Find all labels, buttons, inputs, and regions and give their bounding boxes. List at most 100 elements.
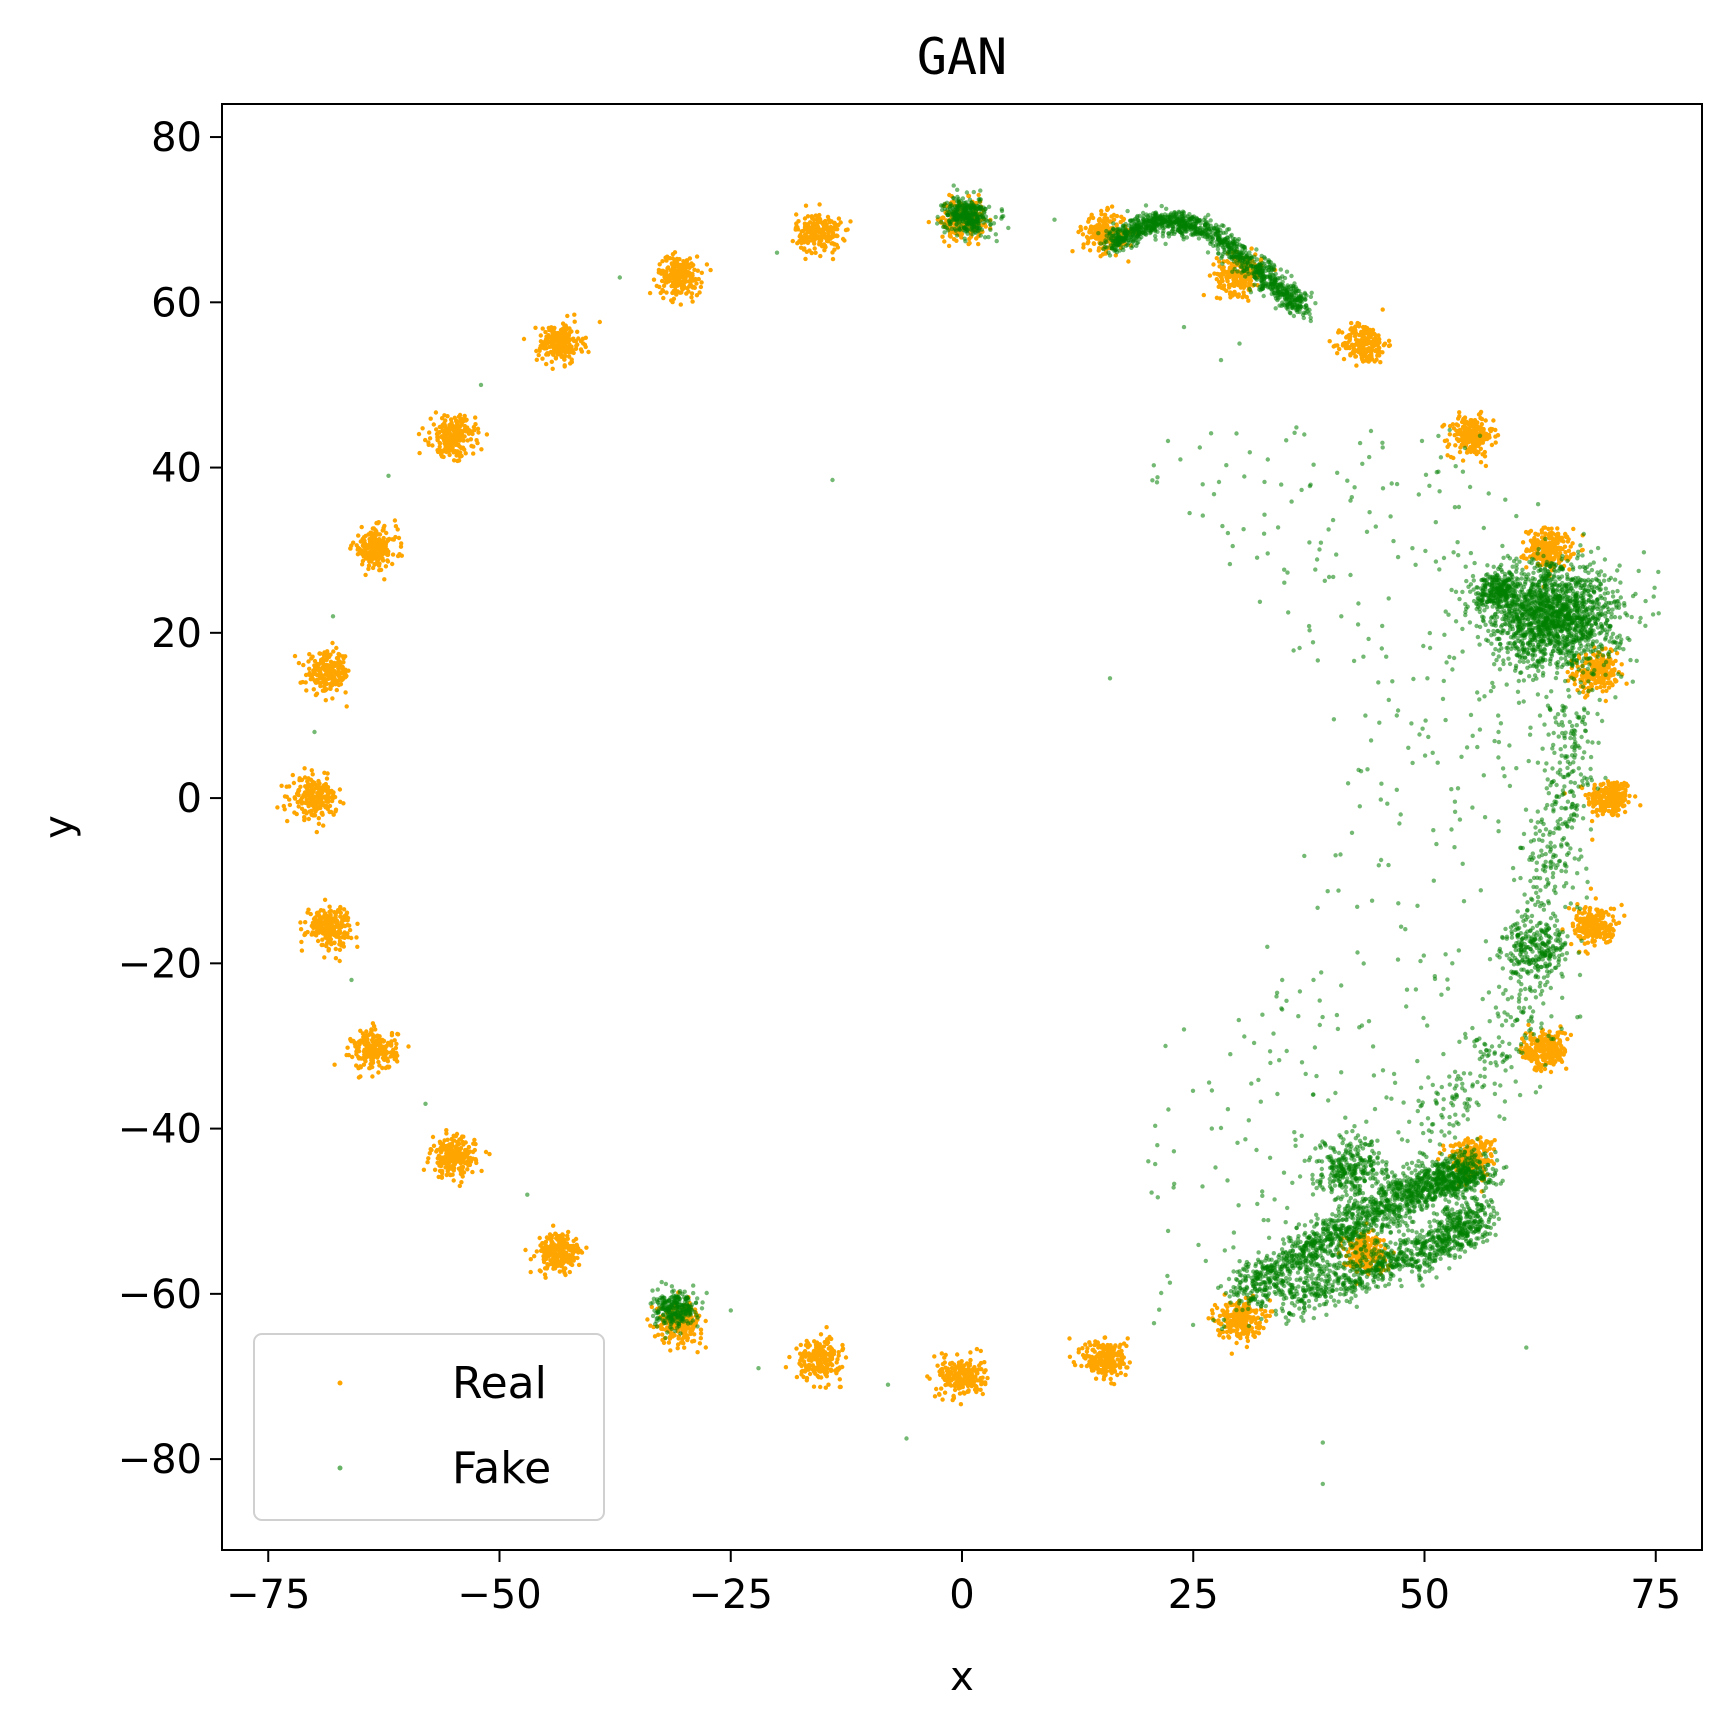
real-point <box>377 538 383 543</box>
real-point <box>572 319 577 324</box>
real-point <box>534 357 539 362</box>
real-point <box>314 677 320 682</box>
real-point <box>575 329 580 334</box>
real-point <box>970 1376 976 1382</box>
real-point <box>1474 451 1479 457</box>
real-point <box>1085 241 1090 246</box>
real-point <box>1607 788 1612 793</box>
real-point <box>1224 288 1229 293</box>
real-point <box>330 696 335 701</box>
real-point <box>318 660 323 666</box>
real-point <box>1248 278 1254 283</box>
real-point <box>1211 262 1216 267</box>
real-point <box>835 233 840 239</box>
real-point <box>398 544 404 549</box>
real-point <box>307 666 312 671</box>
real-point <box>704 262 710 267</box>
real-point <box>1241 280 1246 285</box>
real-point <box>1561 539 1566 544</box>
real-point <box>576 1250 581 1255</box>
real-point <box>1479 422 1485 427</box>
real-point <box>1363 325 1368 330</box>
real-point <box>1623 787 1628 792</box>
real-point <box>1549 526 1554 531</box>
real-point <box>834 242 839 248</box>
real-point <box>659 1326 664 1332</box>
real-point <box>1620 804 1626 809</box>
real-point <box>1109 1381 1114 1386</box>
real-point <box>1368 348 1373 353</box>
real-point <box>1614 651 1620 656</box>
real-point <box>427 1151 432 1156</box>
real-point <box>316 805 321 811</box>
real-point <box>460 1134 465 1139</box>
real-point <box>321 908 326 913</box>
real-point <box>968 1350 973 1355</box>
real-point <box>1612 797 1618 802</box>
real-point <box>1579 548 1584 553</box>
real-point <box>1451 426 1457 431</box>
real-point <box>1347 345 1352 351</box>
real-point <box>479 1168 484 1174</box>
real-point <box>1572 682 1578 687</box>
real-point <box>479 447 484 452</box>
real-point <box>1367 356 1372 361</box>
real-point <box>954 238 959 243</box>
real-point <box>837 1365 842 1370</box>
real-point <box>320 937 325 942</box>
real-point <box>1601 678 1606 683</box>
real-point <box>569 357 574 362</box>
real-point <box>341 907 347 912</box>
real-point <box>382 577 387 582</box>
real-point <box>473 1141 478 1147</box>
real-point <box>1217 296 1223 301</box>
real-point <box>322 688 327 693</box>
real-point <box>1241 290 1246 295</box>
real-point <box>668 1348 673 1353</box>
real-point <box>306 816 311 822</box>
real-point <box>364 1029 369 1034</box>
real-point <box>544 334 549 339</box>
real-point <box>560 321 566 326</box>
real-point <box>1552 537 1557 542</box>
real-point <box>455 1142 460 1147</box>
real-point <box>322 955 327 960</box>
real-point <box>1619 662 1624 667</box>
real-point <box>699 280 704 285</box>
real-point <box>1240 295 1245 300</box>
real-point <box>576 336 581 341</box>
real-point <box>696 276 701 282</box>
real-point <box>443 444 449 449</box>
real-point <box>1473 444 1478 450</box>
real-point <box>799 1363 804 1369</box>
real-point <box>836 1353 841 1358</box>
real-point <box>324 776 330 781</box>
real-point <box>528 1269 533 1275</box>
real-point <box>447 1172 453 1177</box>
real-point <box>390 537 395 542</box>
real-point <box>1462 427 1467 432</box>
real-point <box>684 291 689 296</box>
real-point <box>1378 360 1383 365</box>
real-point <box>1361 334 1367 339</box>
real-point <box>828 226 834 231</box>
real-point <box>1201 292 1207 298</box>
real-point <box>323 781 328 787</box>
real-point <box>1603 801 1608 806</box>
real-point <box>447 452 452 458</box>
real-point <box>1360 347 1366 352</box>
real-point <box>426 1156 431 1161</box>
real-point <box>645 1317 650 1322</box>
real-point <box>542 1272 548 1277</box>
real-point <box>699 270 704 275</box>
real-point <box>371 536 377 541</box>
real-point <box>1591 792 1597 797</box>
real-point <box>359 551 364 556</box>
real-point <box>540 1245 545 1250</box>
real-point <box>1563 531 1568 537</box>
real-point <box>461 1142 466 1147</box>
real-point <box>296 660 302 666</box>
real-point <box>351 540 356 545</box>
real-point <box>345 1045 350 1050</box>
real-point <box>378 552 383 557</box>
